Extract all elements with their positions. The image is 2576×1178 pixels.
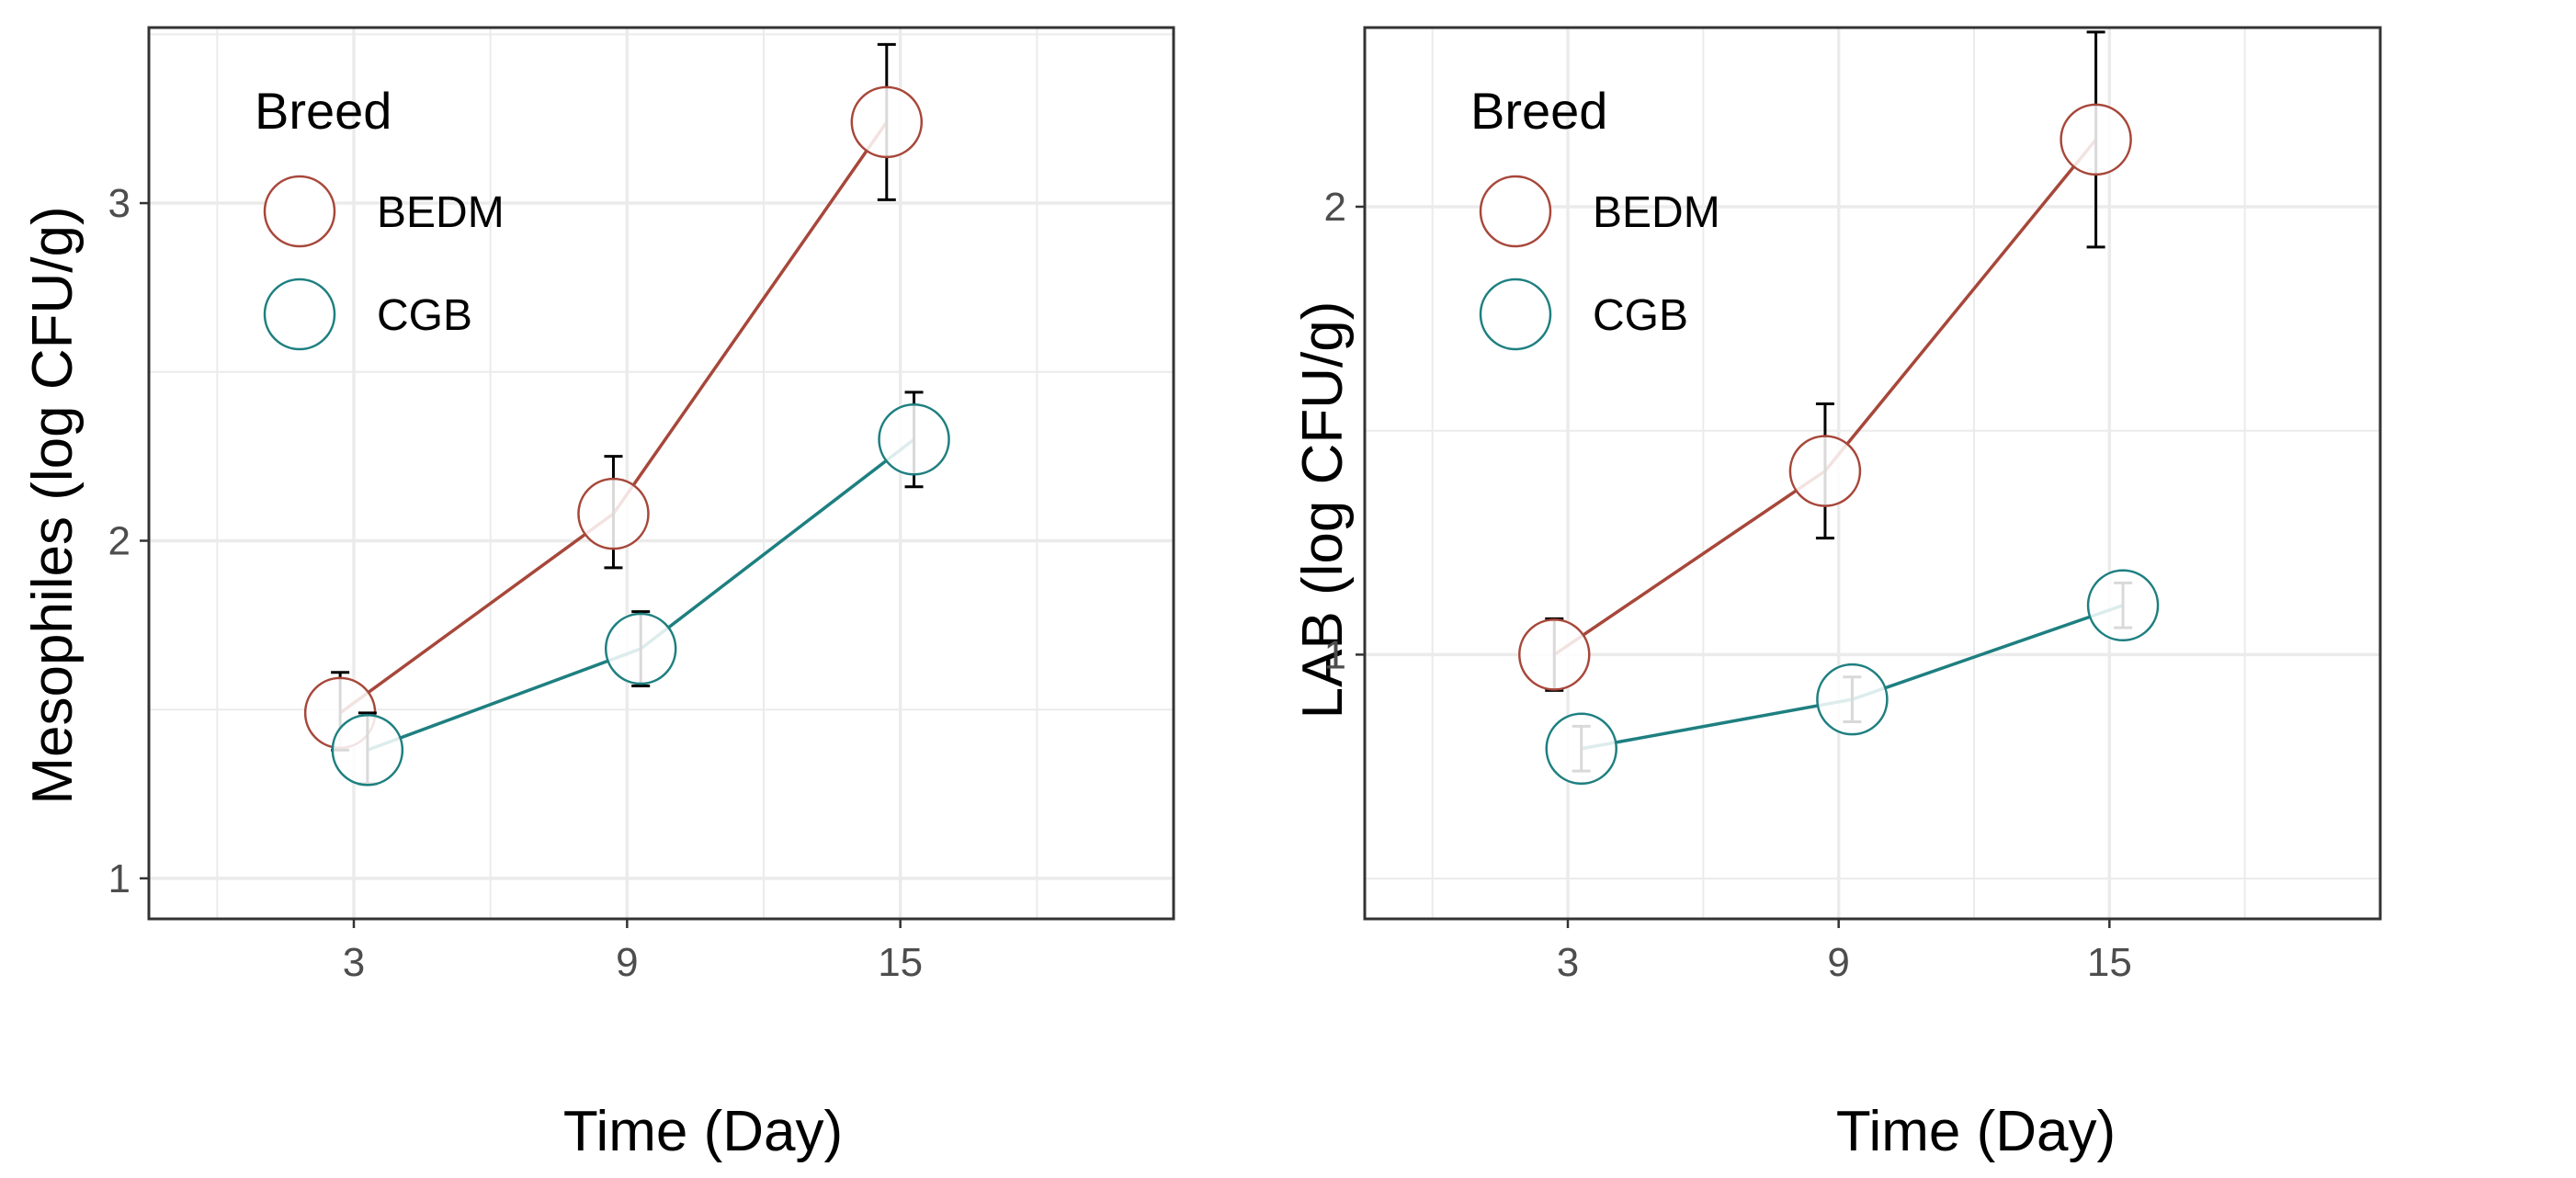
lab-series-bedm	[1518, 30, 2132, 692]
mesophiles-y-axis-title: Mesophiles (log CFU/g)	[21, 206, 85, 804]
mesophiles-gridlines	[149, 28, 1174, 919]
lab-series-cgb	[1545, 569, 2160, 786]
lab-series-cgb-point	[1816, 663, 1889, 736]
mesophiles-y-tick-label: 1	[108, 856, 131, 901]
mesophiles-legend-label-bedm: BEDM	[377, 188, 505, 237]
mesophiles-series-cgb-point	[331, 714, 404, 787]
lab-x-axis-title: Time (Day)	[1836, 1100, 2116, 1163]
mesophiles-legend: Breed BEDM CGB	[255, 82, 505, 351]
lab-x-tick-label: 15	[2087, 940, 2132, 985]
mesophiles-series-bedm	[303, 42, 924, 752]
mesophiles-series-cgb-point	[878, 403, 950, 476]
lab-series-cgb-point	[1545, 712, 1617, 786]
lab-y-tick-label: 2	[1324, 185, 1346, 230]
lab-legend-title: Breed	[1470, 82, 1607, 140]
mesophiles-legend-key-cgb	[263, 278, 336, 351]
lab-y-tick-label: 1	[1324, 632, 1346, 677]
mesophiles-x-tick-label: 15	[878, 940, 923, 985]
mesophiles-chart: Mesophiles (log CFU/g) Time (Day) 1 2 3 3 9 1…	[21, 26, 1175, 1163]
lab-series-cgb-point	[2086, 569, 2160, 642]
lab-legend-key-cgb	[1479, 278, 1552, 351]
mesophiles-series-cgb-point	[604, 612, 677, 685]
mesophiles-legend-title: Breed	[255, 82, 392, 140]
lab-legend-key-bedm	[1479, 175, 1552, 248]
mesophiles-x-axis-title: Time (Day)	[563, 1100, 843, 1163]
mesophiles-y-tick-label: 3	[108, 181, 131, 226]
lab-series-bedm-point	[1788, 435, 1862, 507]
lab-legend: Breed BEDM CGB	[1470, 82, 1720, 351]
lab-series-bedm-point	[2060, 103, 2132, 176]
mesophiles-series-bedm-point	[577, 477, 650, 550]
mesophiles-x-tick-label: 3	[343, 940, 365, 985]
lab-chart: LAB (log CFU/g) Time (Day) 1 2 3 9 15 Breed BE…	[1291, 26, 2382, 1163]
mesophiles-series-bedm-point	[850, 85, 924, 159]
mesophiles-legend-key-bedm	[263, 175, 336, 248]
lab-legend-label-cgb: CGB	[1593, 291, 1688, 340]
lab-legend-label-bedm: BEDM	[1593, 188, 1720, 237]
mesophiles-x-tick-label: 9	[616, 940, 638, 985]
mesophiles-legend-label-cgb: CGB	[377, 291, 472, 340]
lab-y-axis-title: LAB (log CFU/g)	[1291, 301, 1355, 719]
lab-panel-border	[1363, 26, 2382, 921]
mesophiles-y-tick-label: 2	[108, 518, 131, 563]
lab-series-bedm-point	[1518, 618, 1591, 691]
lab-x-tick-label: 3	[1557, 940, 1579, 985]
mesophiles-series-cgb	[331, 391, 950, 787]
lab-x-tick-label: 9	[1827, 940, 1849, 985]
mesophiles-panel-border	[147, 26, 1175, 921]
